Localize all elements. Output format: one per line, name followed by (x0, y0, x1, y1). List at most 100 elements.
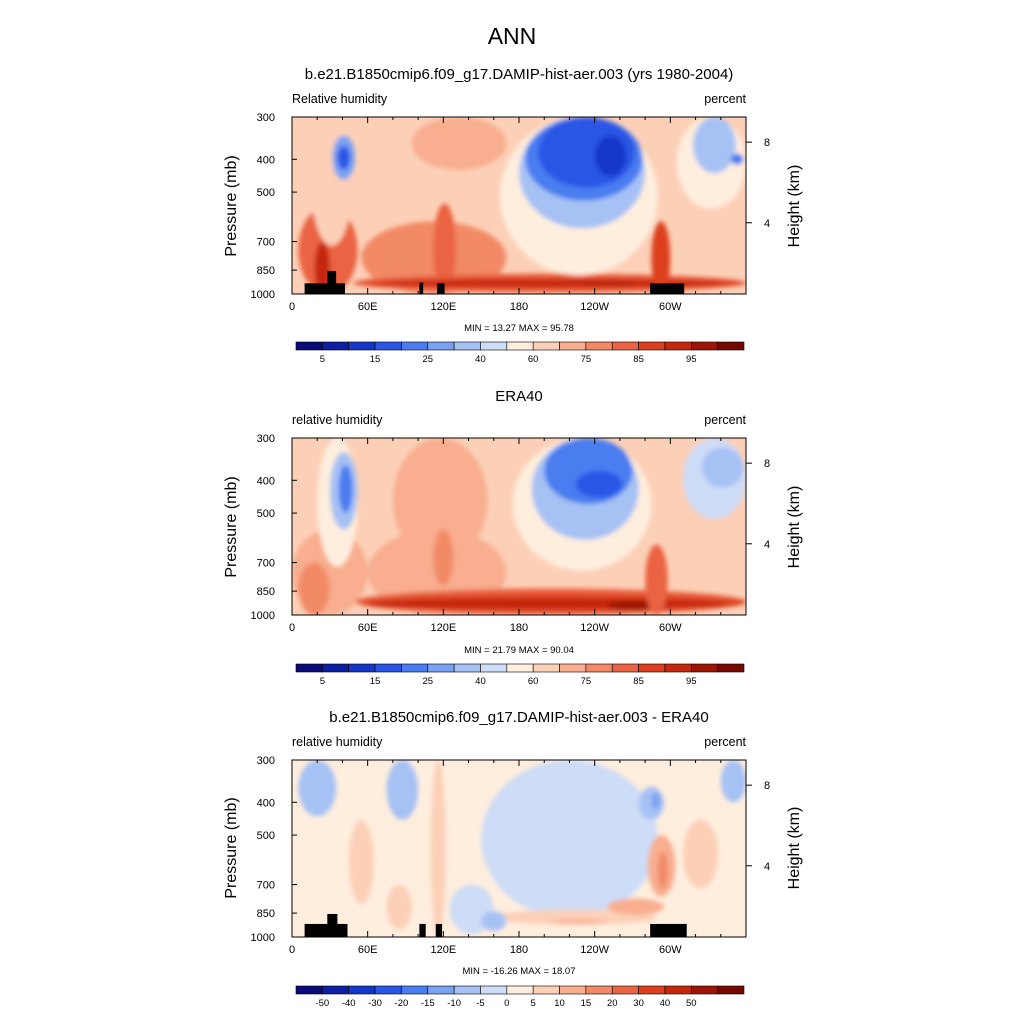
colorbar-swatch (664, 341, 692, 351)
colorbar-label: 85 (633, 676, 644, 687)
x-tick-label: 0 (289, 622, 295, 634)
y-tick-label: 500 (257, 508, 275, 520)
colorbar-label: -30 (368, 998, 382, 1009)
colorbar-swatch (322, 341, 350, 351)
x-tick-label: 180 (510, 944, 528, 956)
contour-zone (430, 760, 446, 937)
colorbar-swatch (532, 341, 560, 351)
y-tick-label: 700 (257, 880, 275, 892)
contour-field (292, 117, 746, 294)
colorbar-swatch (506, 985, 534, 995)
stats-label: MIN = -16.26 MAX = 18.07 (462, 966, 575, 977)
y-tick-label: 700 (257, 237, 275, 249)
contour-zones (292, 438, 746, 615)
contour-field (292, 438, 746, 615)
colorbar-label: 25 (422, 676, 433, 687)
panel-difference: b.e21.B1850cmip6.f09_g17.DAMIP-hist-aer.… (223, 709, 803, 1009)
contour-zone (348, 819, 374, 905)
colorbar-label: 15 (370, 676, 381, 687)
colorbar-swatch (690, 341, 718, 351)
colorbar-swatch (585, 341, 613, 351)
contour-zone (314, 241, 330, 294)
colorbar-swatch (532, 985, 560, 995)
y-tick-label: 850 (257, 586, 275, 598)
colorbar-swatch (480, 663, 508, 673)
colorbar-label: 5 (320, 354, 325, 365)
y-tick-label: 700 (257, 558, 275, 570)
y-tick-label: 400 (257, 475, 275, 487)
contour-zone (298, 760, 337, 817)
topography-mask (304, 283, 345, 294)
colorbar-swatch (427, 663, 455, 673)
colorbar-label: 75 (581, 354, 592, 365)
colorbar-swatch (322, 663, 350, 673)
colorbar-label: 60 (528, 676, 539, 687)
x-tick-label: 60W (659, 301, 682, 313)
contour-zones (298, 117, 746, 294)
colorbar-swatch (374, 985, 402, 995)
y-tick-label: 400 (257, 154, 275, 166)
colorbar-label: 15 (581, 998, 592, 1009)
x-tick-label: 120W (580, 622, 609, 634)
contour-zone (386, 884, 412, 930)
colorbar-swatch (664, 985, 692, 995)
colorbar-label: 95 (686, 354, 697, 365)
left-label: relative humidity (292, 735, 383, 749)
y-tick-label: 500 (257, 187, 275, 199)
y-axis-label-right: Height (km) (786, 165, 803, 248)
contour-zone (682, 819, 719, 889)
colorbar-label: -15 (421, 998, 435, 1009)
colorbar-swatch (453, 663, 481, 673)
colorbar-swatch (374, 341, 402, 351)
contour-zones (298, 760, 746, 937)
x-tick-label: 60E (358, 301, 378, 313)
colorbar-label: 40 (475, 354, 486, 365)
contour-zone (693, 117, 736, 174)
colorbar-swatch (453, 341, 481, 351)
left-label: Relative humidity (292, 92, 388, 106)
contour-zone (651, 792, 661, 810)
colorbar-swatch (717, 663, 745, 673)
contour-zone (411, 117, 507, 170)
x-tick-label: 60E (358, 944, 378, 956)
y-right-tick-label: 4 (764, 861, 770, 873)
colorbar-label: 25 (422, 354, 433, 365)
y-tick-label: 850 (257, 265, 275, 277)
colorbar-label: 10 (554, 998, 565, 1009)
contour-zone (386, 760, 419, 820)
topography-mask (419, 282, 424, 294)
colorbar-swatch (348, 985, 376, 995)
colorbar-swatch (506, 341, 534, 351)
x-tick-label: 60W (659, 622, 682, 634)
colorbar-swatch (480, 985, 508, 995)
colorbar-swatch (559, 341, 587, 351)
contour-zone (493, 909, 658, 925)
y-axis-label: Pressure (mb) (223, 476, 240, 577)
contour-zone (607, 600, 658, 611)
x-tick-label: 0 (289, 944, 295, 956)
colorbar-swatch (664, 663, 692, 673)
colorbar-swatch (585, 985, 613, 995)
colorbar-swatch (322, 985, 350, 995)
colorbar-swatch (690, 985, 718, 995)
contour-zone (392, 438, 488, 563)
y-tick-label: 400 (257, 797, 275, 809)
panel-model: b.e21.B1850cmip6.f09_g17.DAMIP-hist-aer.… (223, 66, 803, 365)
y-right-tick-label: 8 (764, 137, 770, 149)
colorbar-label: 40 (660, 998, 671, 1009)
colorbar-swatch (717, 985, 745, 995)
y-tick-label: 500 (257, 830, 275, 842)
colorbar-label: -40 (342, 998, 356, 1009)
colorbar-swatch (506, 663, 534, 673)
contour-zone (367, 598, 728, 609)
y-tick-label: 1000 (251, 289, 275, 301)
colorbar-swatch (480, 341, 508, 351)
y-axis-label: Pressure (mb) (223, 797, 240, 898)
topography-mask (327, 270, 337, 294)
colorbar-swatch (638, 985, 666, 995)
colorbar-swatch (690, 663, 718, 673)
panel-title: ERA40 (495, 388, 543, 405)
y-tick-label: 300 (257, 433, 275, 445)
colorbar-label: 15 (370, 354, 381, 365)
contour-zone (720, 760, 746, 803)
